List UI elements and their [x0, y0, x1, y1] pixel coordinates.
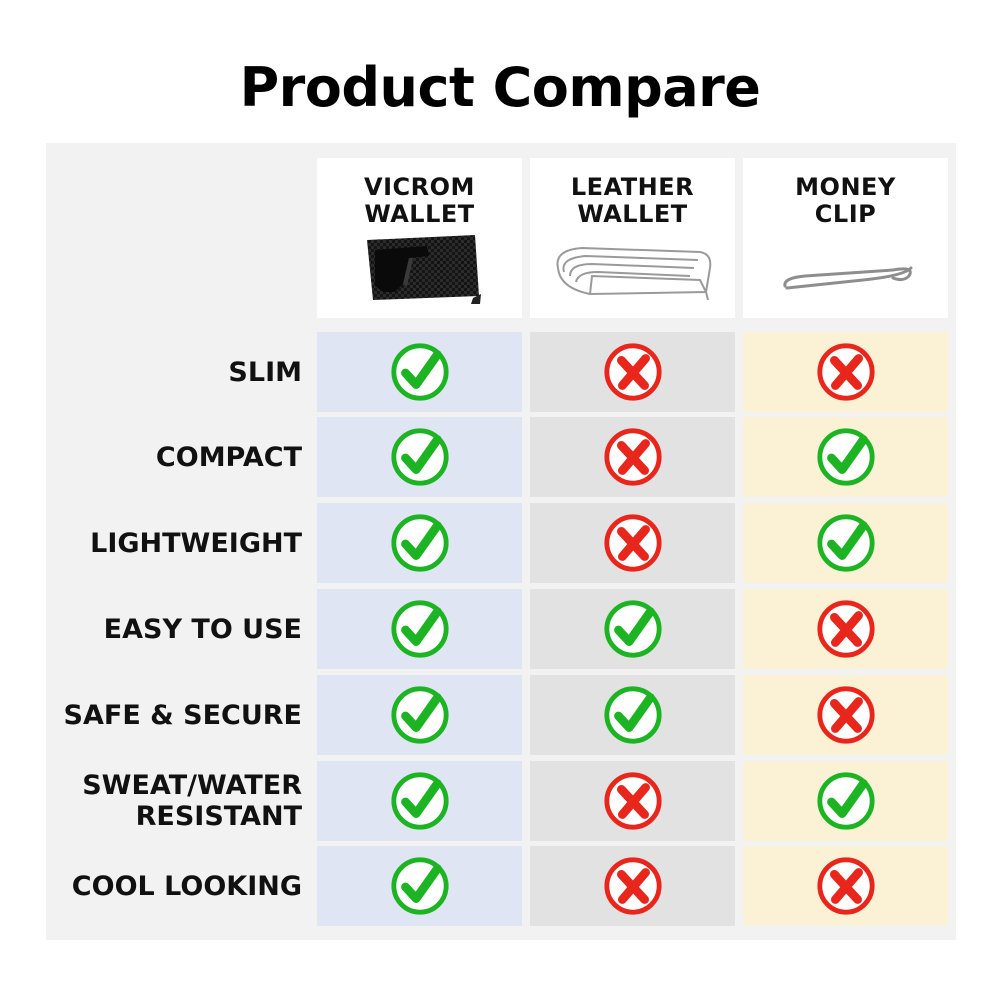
check-icon [816, 772, 875, 830]
cross-icon [816, 686, 875, 744]
comparison-cell [317, 761, 522, 841]
comparison-cell [743, 675, 948, 755]
cross-icon [816, 343, 875, 401]
row-label: SWEAT/WATER RESISTANT [82, 770, 302, 832]
check-icon [816, 514, 875, 572]
comparison-cell [317, 675, 522, 755]
comparison-cell [530, 846, 735, 926]
column-name: VICROM WALLET [364, 173, 475, 228]
column-name: LEATHER WALLET [570, 173, 695, 228]
cross-icon [603, 514, 662, 572]
check-icon [390, 343, 449, 401]
comparison-cell [317, 589, 522, 669]
column-header-vicrom-wallet: VICROM WALLET [317, 158, 522, 318]
comparison-cell [530, 675, 735, 755]
column-header-leather-wallet: LEATHER WALLET [530, 158, 735, 318]
row-label: LIGHTWEIGHT [90, 527, 302, 559]
comparison-cell [530, 589, 735, 669]
check-icon [390, 857, 449, 915]
comparison-cell [743, 332, 948, 412]
comparison-cell [530, 503, 735, 583]
check-icon [390, 686, 449, 744]
comparison-cell [317, 332, 522, 412]
comparison-cell [530, 417, 735, 497]
money-clip-image [783, 266, 913, 290]
cross-icon [603, 428, 662, 486]
cross-icon [603, 343, 662, 401]
comparison-cell [743, 417, 948, 497]
comparison-cell [530, 332, 735, 412]
check-icon [390, 428, 449, 486]
cross-icon [603, 857, 662, 915]
cross-icon [816, 600, 875, 658]
row-label: SLIM [228, 356, 302, 388]
row-label: SAFE & SECURE [63, 699, 302, 731]
comparison-cell [743, 589, 948, 669]
check-icon [390, 772, 449, 830]
comparison-cell [317, 846, 522, 926]
comparison-cell [317, 417, 522, 497]
check-icon [603, 600, 662, 658]
carbon-card-wallet-image [367, 235, 481, 304]
row-label: EASY TO USE [103, 613, 302, 645]
comparison-cell [743, 846, 948, 926]
row-label: COOL LOOKING [71, 870, 302, 902]
comparison-cell [743, 761, 948, 841]
check-icon [390, 514, 449, 572]
column-header-money-clip: MONEY CLIP [743, 158, 948, 318]
comparison-cell [743, 503, 948, 583]
check-icon [390, 600, 449, 658]
row-label: COMPACT [155, 441, 302, 473]
check-icon [816, 428, 875, 486]
leather-wallet-image [556, 246, 712, 301]
page-title: Product Compare [239, 56, 761, 119]
check-icon [603, 686, 662, 744]
cross-icon [816, 857, 875, 915]
column-name: MONEY CLIP [795, 173, 896, 228]
comparison-cell [317, 503, 522, 583]
cross-icon [603, 772, 662, 830]
comparison-cell [530, 761, 735, 841]
